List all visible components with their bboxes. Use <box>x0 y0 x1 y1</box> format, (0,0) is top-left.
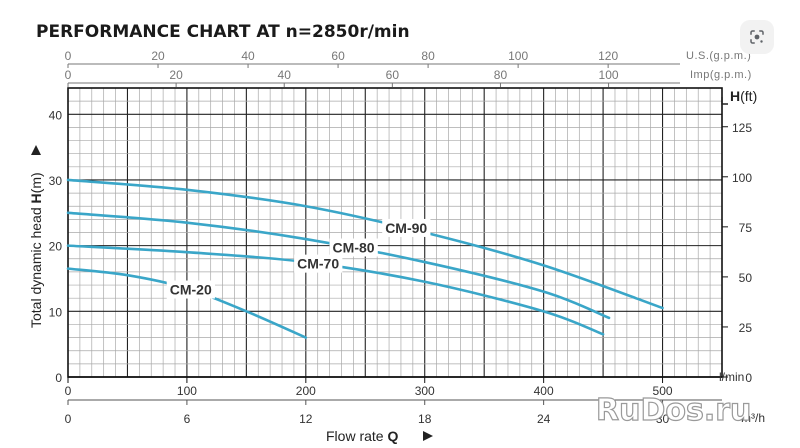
lmin-tick-label: 500 <box>653 384 673 398</box>
curve-label-bg <box>166 280 215 299</box>
us-gpm-unit-label: U.S.(g.p.m.) <box>686 50 751 62</box>
us-gpm-tick-label: 40 <box>241 49 255 63</box>
curve-cm-90 <box>66 178 664 310</box>
imp-gpm-tick-label: 100 <box>599 68 619 82</box>
x-axis-arrow-icon <box>423 431 433 441</box>
right-axis-unit-label: H(ft) <box>730 88 757 104</box>
ft-tick-label: 25 <box>739 321 753 335</box>
us-gpm-tick-label: 60 <box>331 49 345 63</box>
curve-label-cm-70: CM-70 <box>297 256 339 272</box>
curve-label-cm-20: CM-20 <box>170 282 212 298</box>
y-tick-label: 20 <box>49 240 63 254</box>
y-axis-label: Total dynamic head H(m) <box>28 172 44 328</box>
ft-tick-label: 75 <box>739 221 753 235</box>
imp-gpm-tick-label: 40 <box>278 68 292 82</box>
m3h-tick-label: 12 <box>299 412 313 426</box>
chart-title: PERFORMANCE CHART AT n=2850r/min <box>36 22 410 42</box>
y-tick-label: 10 <box>49 305 63 319</box>
y-tick-label: 40 <box>49 108 63 122</box>
us-gpm-tick-label: 0 <box>65 49 72 63</box>
ft-tick-label: 0 <box>745 371 752 385</box>
lmin-tick-label: 400 <box>534 384 554 398</box>
ft-tick-label: 100 <box>732 171 752 185</box>
m3h-tick-label: 0 <box>65 412 72 426</box>
ft-tick-label: 125 <box>732 121 752 135</box>
curve-label-cm-90: CM-90 <box>385 220 427 236</box>
watermark-logo: RuDos.ru <box>596 393 751 428</box>
imp-gpm-tick-label: 20 <box>169 68 183 82</box>
right-axis-h-symbol: H <box>730 88 740 104</box>
us-gpm-tick-label: 120 <box>598 49 618 63</box>
imp-gpm-unit-label: Imp(g.p.m.) <box>690 69 752 81</box>
y-axis-m-unit: (m) <box>28 172 44 193</box>
m3h-unit-label: m³/h <box>741 411 765 425</box>
ft-tick-label: 50 <box>739 271 753 285</box>
us-gpm-tick-label: 20 <box>151 49 165 63</box>
lmin-tick-label: 100 <box>177 384 197 398</box>
right-axis-ft-unit: (ft) <box>740 88 757 104</box>
y-tick-label: 0 <box>55 371 62 385</box>
x-axis-label: Flow rate Q <box>326 428 398 444</box>
curve-label-bg <box>382 218 431 237</box>
imp-gpm-tick-label: 0 <box>65 68 72 82</box>
google-lens-icon[interactable] <box>740 20 774 54</box>
imp-gpm-tick-label: 80 <box>494 68 508 82</box>
m3h-tick-label: 30 <box>656 412 670 426</box>
curve-cm-70 <box>66 244 605 336</box>
x-axis-label-text: Flow rate <box>326 428 387 444</box>
m3h-tick-label: 6 <box>184 412 191 426</box>
lmin-tick-label: 0 <box>65 384 72 398</box>
us-gpm-tick-label: 80 <box>421 49 435 63</box>
y-axis-arrow-icon <box>31 145 41 155</box>
m3h-tick-label: 18 <box>418 412 432 426</box>
lmin-tick-label: 300 <box>415 384 435 398</box>
y-tick-label: 30 <box>49 174 63 188</box>
lens-glyph-icon <box>750 30 764 44</box>
x-axis-q-symbol: Q <box>387 428 398 444</box>
m3h-tick-label: 24 <box>537 412 551 426</box>
lmin-unit-label: l/min <box>719 370 744 384</box>
us-gpm-tick-label: 100 <box>508 49 528 63</box>
y-axis-h-symbol: H <box>28 193 44 203</box>
curve-label-cm-80: CM-80 <box>333 240 375 256</box>
right-axis-corner-mark <box>721 97 728 105</box>
imp-gpm-tick-label: 60 <box>386 68 400 82</box>
curve-label-bg <box>294 254 343 273</box>
lmin-tick-label: 200 <box>296 384 316 398</box>
curve-label-bg <box>329 238 378 257</box>
y-axis-label-text: Total dynamic head <box>28 203 44 328</box>
